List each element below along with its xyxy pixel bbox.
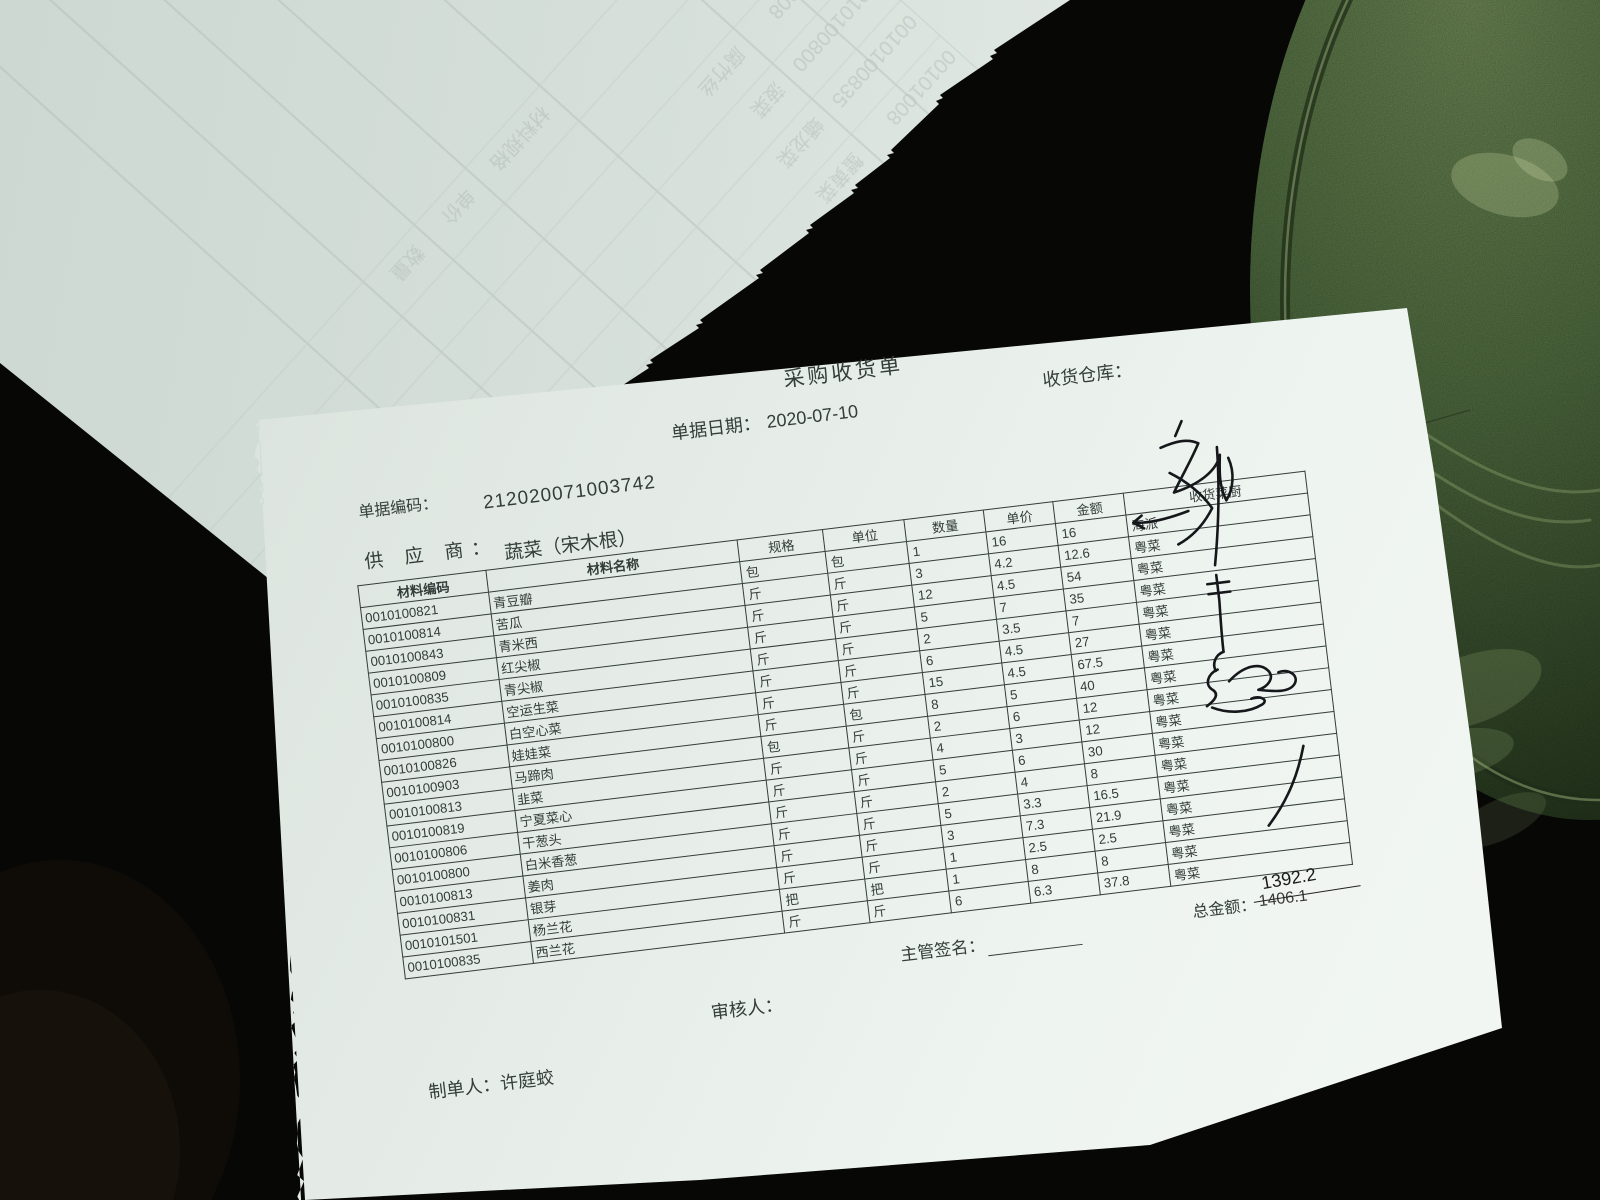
svg-text:单价: 单价 (437, 184, 479, 228)
svg-text:腐竹丝: 腐竹丝 (694, 42, 749, 100)
svg-text:材料规格: 材料规格 (485, 102, 553, 175)
svg-text:数量: 数量 (386, 241, 428, 285)
svg-text:蟠龙菜: 蟠龙菜 (772, 113, 827, 171)
svg-text:菠菜: 菠菜 (746, 78, 788, 122)
